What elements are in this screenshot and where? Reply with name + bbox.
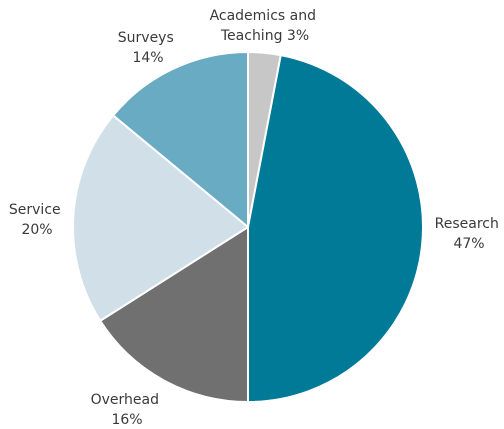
pie-slice-surveys [112,51,249,228]
pie-slice-service [71,114,249,322]
pie-slices [71,51,424,403]
slice-label-service: Service 20% [9,202,65,238]
pie-slice-overhead [99,226,249,403]
slice-label-academics-and-teaching: Academics and Teaching 3% [210,8,321,44]
slice-label-research: Research 47% [435,216,504,252]
slice-label-overhead: Overhead 16% [91,392,164,428]
pie-slice-research [247,54,424,403]
slice-label-surveys: Surveys 14% [118,30,178,66]
